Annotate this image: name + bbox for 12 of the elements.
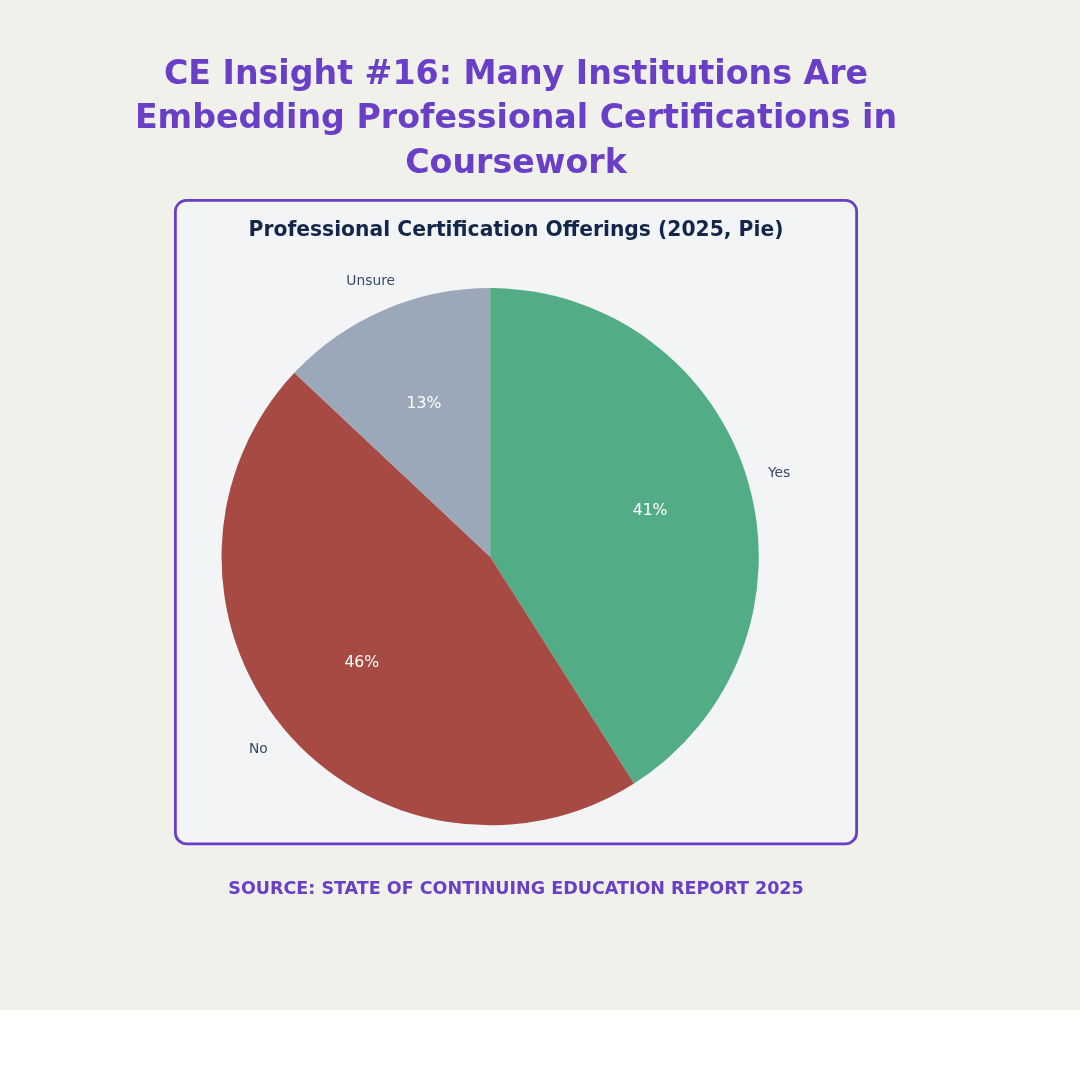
data-label: 46%: [344, 652, 380, 672]
slice-label: Yes: [766, 464, 791, 481]
data-label: 41%: [632, 499, 668, 519]
slice-label: No: [248, 740, 268, 757]
pie-slice: [221, 372, 635, 825]
slice-label: Unsure: [346, 272, 396, 289]
pie-slice: [294, 288, 491, 557]
data-label: 13%: [406, 393, 442, 413]
source-note: SOURCE: STATE OF CONTINUING EDUCATION REPORT 2025: [228, 877, 804, 898]
chart-subtitle: Professional Certification Offerings (2025, Pie): [248, 217, 784, 242]
pie-slice: [490, 288, 759, 784]
chart-title: CE Insight #16: Many Institutions Are Embedding Professional Certifications in Coursework: [134, 53, 898, 181]
